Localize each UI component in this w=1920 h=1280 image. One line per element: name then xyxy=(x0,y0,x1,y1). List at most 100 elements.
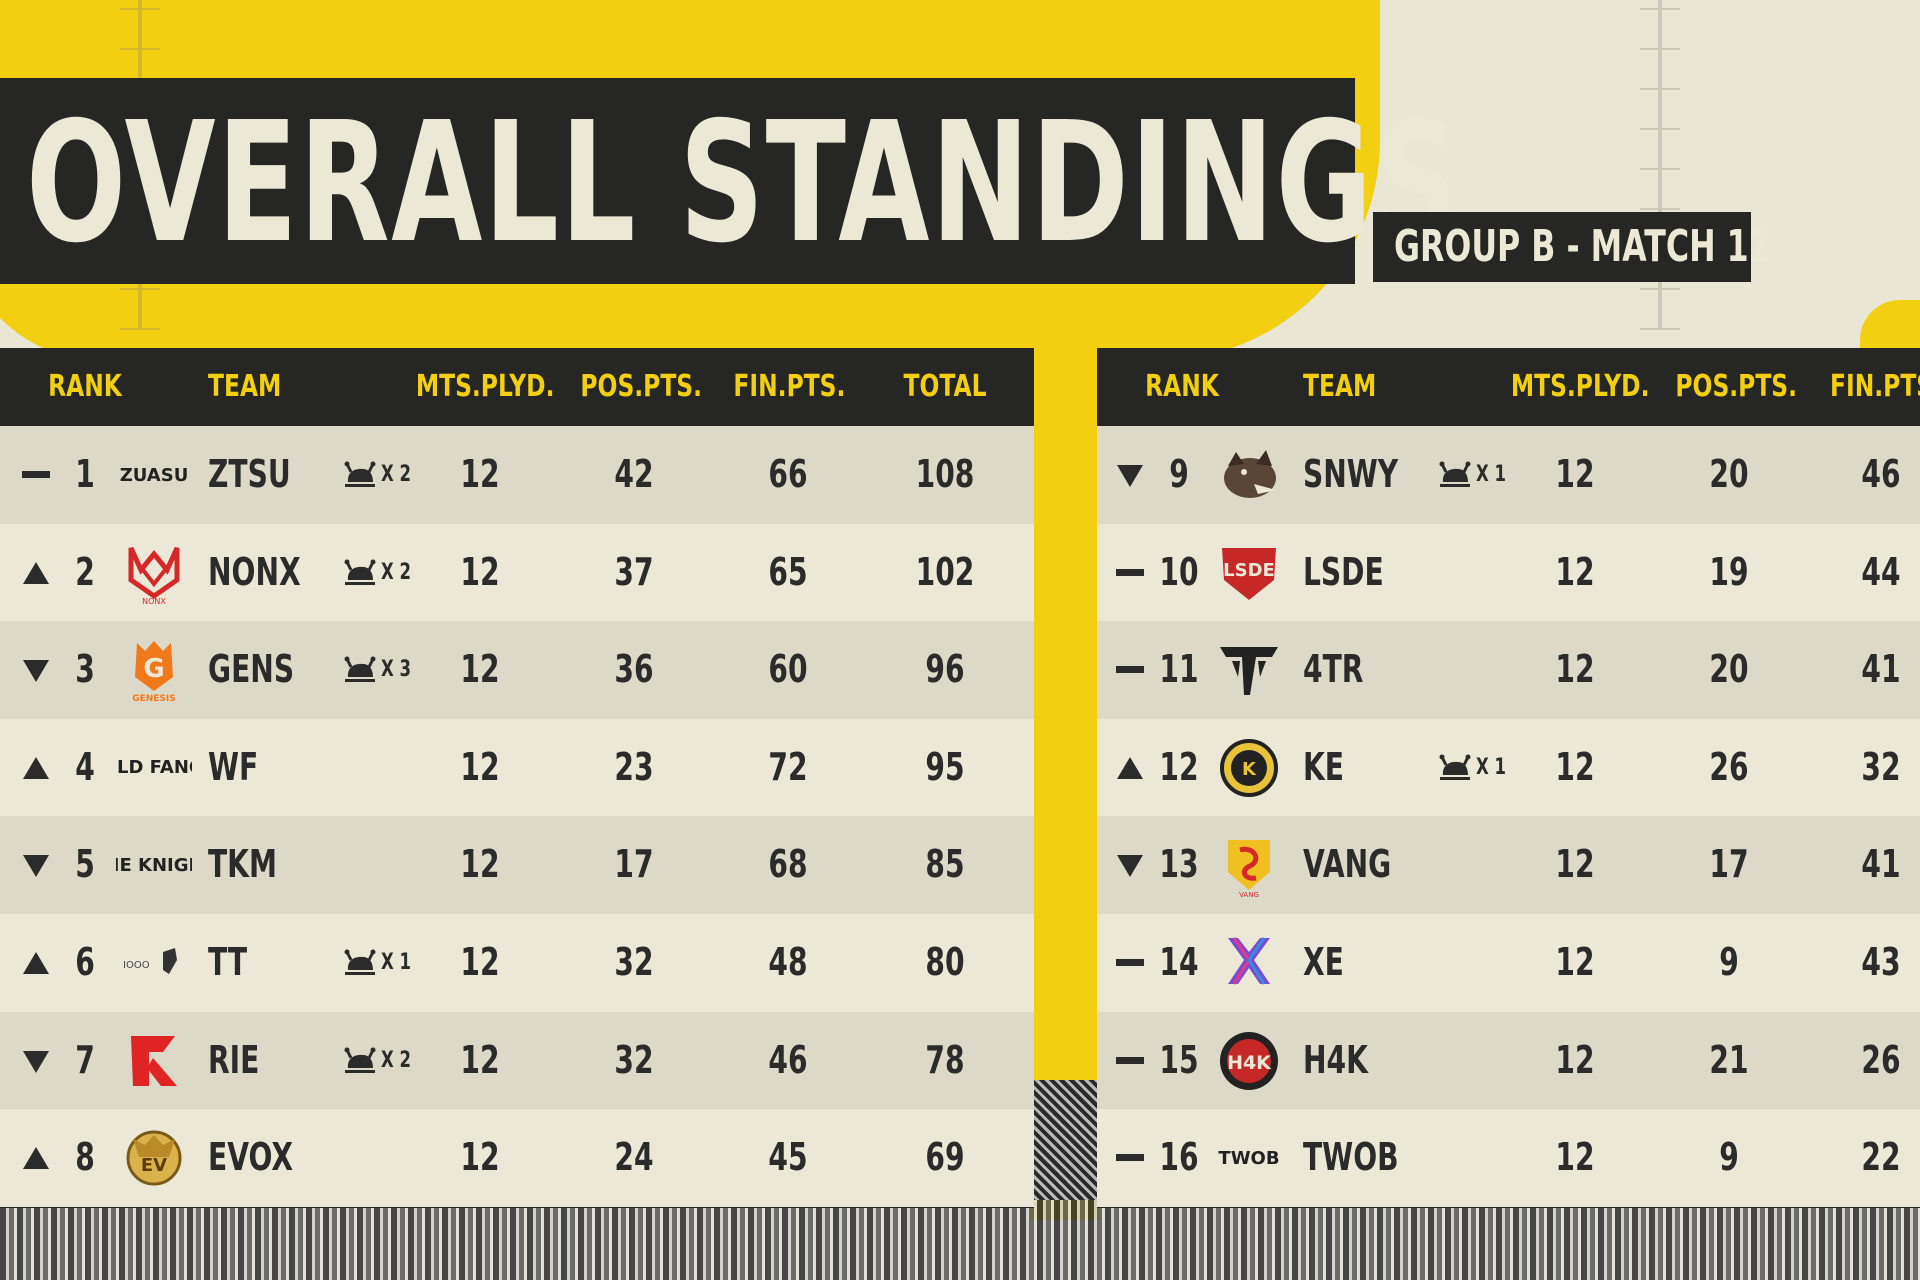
position-points-cell: 20 xyxy=(1709,452,1749,496)
page-subtitle: GROUP B - MATCH 12 xyxy=(1394,221,1771,272)
trend-up-icon xyxy=(20,524,50,622)
trend-down-icon xyxy=(1114,426,1144,524)
matches-played-cell: 12 xyxy=(1555,940,1595,984)
header-position-points: POS.PTS. xyxy=(580,369,703,404)
header-finish-points: FIN.PTS. xyxy=(733,369,846,404)
position-points-cell: 32 xyxy=(614,1037,654,1082)
trend-down-icon xyxy=(1114,816,1144,914)
chicken-dinner-count: X 2 xyxy=(381,559,411,585)
position-points-cell: 23 xyxy=(614,744,654,789)
the-knight-logo: THE KNIGHT xyxy=(116,830,192,900)
header-position-points: POS.PTS. xyxy=(1675,369,1798,404)
rank-cell: 4 xyxy=(75,744,95,789)
matches-played-cell: 12 xyxy=(460,744,500,789)
finish-points-cell: 60 xyxy=(768,647,808,692)
team-name: TWOB xyxy=(1303,1135,1399,1180)
table-header-right: RANK TEAM MTS.PLYD. POS.PTS. FIN.PTS. xyxy=(1097,348,1920,426)
chicken-dinner-badge: X 1 xyxy=(1438,719,1518,817)
header-team: TEAM xyxy=(208,369,282,404)
svg-text:NONX: NONX xyxy=(142,597,166,606)
trend-down-icon xyxy=(20,621,50,719)
trend-up-icon xyxy=(20,719,50,817)
finish-points-cell: 72 xyxy=(768,744,808,789)
svg-text:H4K: H4K xyxy=(1227,1052,1272,1074)
header-matches: MTS.PLYD. xyxy=(415,369,555,404)
trend-same-icon xyxy=(1114,621,1144,719)
trend-same-icon xyxy=(1114,914,1144,1012)
background-grunge-middle xyxy=(1030,1080,1100,1200)
finish-points-cell: 68 xyxy=(768,842,808,887)
chicken-dinner-badge: X 1 xyxy=(1438,426,1518,524)
table-row: 3 G GENESIS GENS X 3 12 36 60 96 xyxy=(0,621,1034,719)
table-row: 11 4TR 12 20 41 xyxy=(1097,621,1920,719)
finish-points-cell: 65 xyxy=(768,549,808,594)
finish-points-cell: 44 xyxy=(1861,549,1901,594)
twob-logo: TWOB xyxy=(1211,1123,1287,1193)
trend-up-icon xyxy=(1114,719,1144,817)
logo-wordmark: ZUASU xyxy=(119,464,189,486)
matches-played-cell: 12 xyxy=(460,1037,500,1082)
team-name: NONX xyxy=(208,549,301,594)
trend-same-icon xyxy=(1114,1012,1144,1110)
rank-cell: 10 xyxy=(1159,549,1199,594)
position-points-cell: 24 xyxy=(614,1135,654,1180)
table-row: 12 K KE X 1 12 26 32 xyxy=(1097,718,1920,817)
chicken-dinner-badge: X 3 xyxy=(343,621,423,719)
title-banner xyxy=(0,78,1355,284)
position-points-cell: 17 xyxy=(614,842,654,887)
rank-cell: 11 xyxy=(1159,647,1199,692)
position-points-cell: 26 xyxy=(1709,744,1749,789)
header-team: TEAM xyxy=(1303,369,1377,404)
ke-logo: K xyxy=(1211,733,1287,803)
position-points-cell: 21 xyxy=(1709,1037,1749,1082)
matches-played-cell: 12 xyxy=(460,549,500,594)
logo-wordmark: THE KNIGHT xyxy=(116,854,192,876)
tt-logo: IOOO xyxy=(116,928,192,998)
matches-played-cell: 12 xyxy=(1555,549,1595,594)
table-row: 10 LSDE LSDE 12 19 44 xyxy=(1097,523,1920,622)
svg-text:K: K xyxy=(1242,759,1257,780)
finish-points-cell: 46 xyxy=(1861,452,1901,496)
position-points-cell: 20 xyxy=(1709,647,1749,692)
rank-cell: 15 xyxy=(1159,1037,1199,1082)
standings-table-right: RANK TEAM MTS.PLYD. POS.PTS. FIN.PTS. 9 S… xyxy=(1097,348,1920,1208)
total-points-cell: 102 xyxy=(915,549,975,594)
rank-cell: 3 xyxy=(75,647,95,692)
matches-played-cell: 12 xyxy=(460,940,500,984)
rank-cell: 5 xyxy=(75,842,95,887)
xe-logo xyxy=(1211,928,1287,998)
matches-played-cell: 12 xyxy=(1555,452,1595,496)
position-points-cell: 17 xyxy=(1709,842,1749,887)
position-points-cell: 19 xyxy=(1709,549,1749,594)
matches-played-cell: 12 xyxy=(1555,1037,1595,1082)
matches-played-cell: 12 xyxy=(460,842,500,887)
finish-points-cell: 43 xyxy=(1861,940,1901,984)
table-row: 13 VANG VANG 12 17 41 xyxy=(1097,816,1920,914)
total-points-cell: 95 xyxy=(925,744,965,789)
svg-text:EV: EV xyxy=(141,1155,167,1176)
header-finish-points: FIN.PTS. xyxy=(1830,369,1920,404)
team-name: RIE xyxy=(208,1037,260,1082)
position-points-cell: 9 xyxy=(1719,940,1739,984)
team-name: GENS xyxy=(208,647,295,692)
team-name: LSDE xyxy=(1303,549,1384,594)
genesis-logo: G GENESIS xyxy=(116,635,192,705)
page-title: OVERALL STANDINGS xyxy=(26,87,1461,280)
rank-cell: 1 xyxy=(75,452,95,496)
matches-played-cell: 12 xyxy=(460,452,500,496)
evox-logo: EV xyxy=(116,1123,192,1193)
team-name: EVOX xyxy=(208,1135,294,1180)
total-points-cell: 69 xyxy=(925,1135,965,1180)
position-points-cell: 9 xyxy=(1719,1135,1739,1180)
position-points-cell: 36 xyxy=(614,647,654,692)
finish-points-cell: 32 xyxy=(1861,744,1901,789)
finish-points-cell: 26 xyxy=(1861,1037,1901,1082)
table-row: 15 H4K H4K 12 21 26 xyxy=(1097,1011,1920,1110)
rank-cell: 7 xyxy=(75,1037,95,1082)
chicken-dinner-badge: X 2 xyxy=(343,1012,423,1110)
svg-text:GENESIS: GENESIS xyxy=(132,694,176,703)
vang-logo: VANG xyxy=(1211,830,1287,900)
position-points-cell: 42 xyxy=(614,452,654,496)
subtitle-banner xyxy=(1373,212,1751,282)
rank-cell: 9 xyxy=(1169,452,1189,496)
